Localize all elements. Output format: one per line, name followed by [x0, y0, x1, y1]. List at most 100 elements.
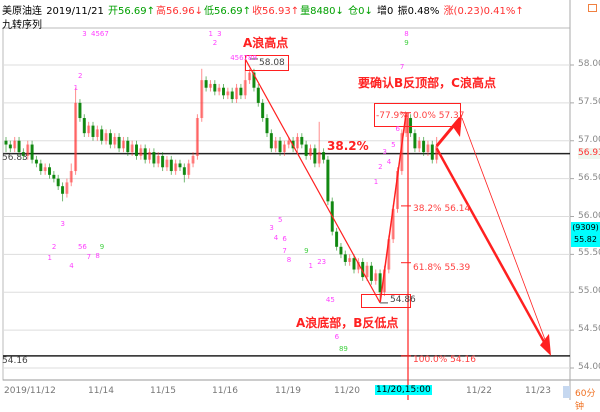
close: 收56.93↑: [252, 6, 300, 17]
candle-body: [21, 152, 25, 156]
candle-body: [113, 136, 117, 145]
td-mark: 8: [404, 30, 409, 38]
candle-body: [356, 261, 360, 270]
candle-body: [100, 129, 104, 141]
candle-body: [174, 163, 178, 172]
candle-body: [378, 273, 382, 293]
candle-body: [178, 163, 182, 168]
td-mark: 56: [77, 242, 87, 251]
candle-body: [65, 182, 69, 194]
change: 涨(0.23)0.41%↑: [443, 6, 524, 17]
candle-body: [409, 118, 413, 134]
candle-body: [161, 155, 165, 168]
a-wave-high-note: A浪高点: [243, 36, 289, 50]
x-label: 11/14: [88, 386, 114, 396]
td-mark: 3: [82, 30, 87, 38]
candle-body: [91, 125, 95, 137]
candle-body: [217, 87, 221, 92]
td-mark: 6: [282, 235, 287, 244]
candle-body: [243, 80, 247, 96]
candle-body: [269, 133, 273, 149]
candle-body: [139, 148, 143, 156]
candle-body: [387, 239, 391, 270]
candle-body: [165, 159, 169, 168]
scroll-handle[interactable]: [563, 386, 570, 398]
candle-body: [156, 155, 160, 164]
b-wave-trendline: [379, 112, 407, 303]
candle-body: [104, 133, 108, 141]
td-mark: 1: [208, 30, 213, 38]
x-label: 11/22: [466, 386, 492, 396]
td-mark: 2: [77, 72, 83, 81]
td-mark: 5: [278, 216, 283, 225]
y-tick-label: 57.00: [578, 134, 600, 145]
td-mark: 1: [73, 83, 79, 92]
candle-body: [69, 171, 73, 183]
td-mark: 7: [399, 62, 405, 71]
line-label-lower: 54.16: [2, 356, 28, 366]
fib-label: -77.9%: [376, 111, 408, 121]
candle-body: [309, 148, 312, 156]
candle-body: [222, 87, 225, 96]
cursor-price: 55.82: [574, 235, 597, 244]
td-mark: 4: [273, 234, 279, 243]
a-wave-trendline: [244, 58, 381, 304]
candle-body: [8, 144, 12, 149]
y-tick-label: 55.00: [578, 286, 600, 297]
td-mark: 7: [282, 246, 287, 255]
annotation-lines: [244, 58, 551, 400]
quote-header: 美原油连 2019/11/21 开56.69↑高56.96↓低56.69↑收56…: [2, 2, 525, 17]
td-mark: 5: [391, 140, 396, 149]
td-mark: 45: [325, 295, 335, 304]
b-top-box: [374, 103, 461, 127]
td-mark: 3: [217, 30, 222, 38]
candle-body: [287, 140, 291, 145]
candle-body: [204, 80, 208, 88]
td-mark: 4: [69, 261, 74, 270]
candle-body: [34, 159, 38, 164]
x-label: 11/23: [525, 386, 551, 396]
candle-body: [300, 136, 304, 145]
period-label[interactable]: 60分钟: [575, 389, 596, 412]
candle-body: [74, 102, 78, 172]
y-tick-label: 56.50: [578, 172, 600, 183]
candle-body: [78, 102, 82, 119]
candle-body: [195, 118, 199, 156]
td-mark: 6: [334, 333, 340, 342]
retrace-note: 38.2%: [327, 139, 369, 153]
td-mark: 8: [286, 256, 292, 265]
candlestick-chart[interactable]: [0, 0, 600, 400]
y-tick-label: 58.00: [578, 59, 600, 69]
candle-body: [130, 144, 134, 153]
c-wave-arrow-head: [540, 333, 551, 356]
candle-body: [248, 72, 252, 81]
candle-body: [361, 261, 365, 278]
panel-toggle-icon[interactable]: [588, 4, 597, 12]
td-mark: 9: [404, 39, 409, 47]
candle-body: [413, 133, 417, 149]
x-label: 11/20: [334, 386, 360, 396]
position: 仓0↓: [348, 6, 373, 17]
last-price-label: 56.93: [578, 148, 600, 159]
c-wave-arrow-line: [435, 147, 550, 350]
td-mark: 1: [373, 178, 379, 187]
candle-body: [213, 83, 217, 92]
y-tick-label: 54.00: [578, 362, 600, 372]
td-mark: 456789: [230, 54, 257, 62]
td-mark: 7: [86, 253, 92, 262]
y-tick-label: 56.00: [578, 210, 600, 221]
y-tick-label: 57.50: [578, 96, 600, 107]
x-label: 2019/11/12: [4, 386, 56, 396]
amplitude: 振0.48%: [397, 6, 440, 17]
candle-body: [404, 118, 408, 134]
candle-body: [117, 136, 121, 149]
symbol: 美原油连: [2, 6, 42, 17]
indicator-name[interactable]: 九转序列: [2, 20, 42, 31]
candle-body: [95, 129, 99, 137]
candle-body: [278, 140, 282, 153]
candle-body: [239, 87, 243, 96]
candle-body: [235, 87, 239, 100]
candle-body: [121, 140, 125, 149]
candle-body: [435, 146, 439, 160]
high: 高56.96↓: [156, 6, 204, 17]
